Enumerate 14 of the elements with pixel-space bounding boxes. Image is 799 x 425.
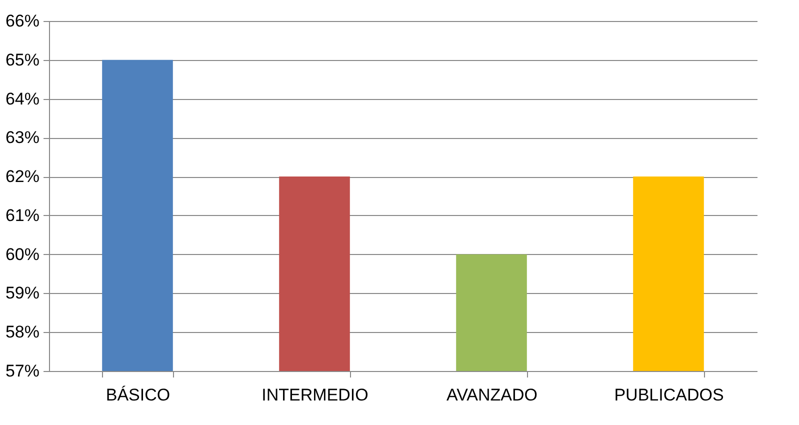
x-tick-label: PUBLICADOS [614, 386, 724, 404]
x-tick-label: BÁSICO [106, 386, 170, 404]
y-tick-label: 62% [5, 167, 40, 186]
y-tick-label: 58% [5, 322, 40, 342]
x-tick-label: INTERMEDIO [262, 386, 368, 404]
y-tick-label: 57% [5, 362, 40, 380]
y-tick-label: 61% [5, 206, 40, 225]
y-tick-label: 59% [5, 284, 40, 303]
y-tick-label: 65% [5, 50, 40, 70]
y-tick-label: 60% [5, 244, 40, 264]
x-tick-label: AVANZADO [446, 386, 538, 404]
y-tick-label: 66% [5, 12, 40, 30]
y-tick-label: 64% [5, 89, 40, 108]
y-tick-label: 63% [5, 128, 40, 148]
